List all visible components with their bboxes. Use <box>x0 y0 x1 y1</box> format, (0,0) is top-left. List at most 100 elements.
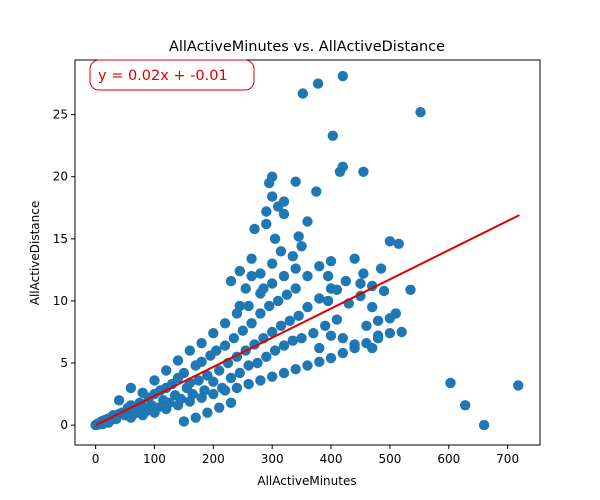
data-point <box>297 88 308 99</box>
data-point <box>290 364 301 375</box>
data-point <box>261 206 272 217</box>
data-point <box>234 300 245 312</box>
data-point <box>267 191 278 202</box>
data-point <box>225 372 237 384</box>
data-point <box>349 253 360 264</box>
data-point <box>322 270 334 282</box>
data-point <box>384 328 396 339</box>
data-point <box>415 107 426 118</box>
data-point <box>337 333 348 344</box>
data-point <box>361 320 372 331</box>
data-point <box>445 377 456 389</box>
data-point <box>255 268 266 279</box>
data-point <box>137 410 148 421</box>
data-point <box>287 335 298 346</box>
data-point <box>272 295 284 307</box>
data-point <box>125 382 137 394</box>
x-tick-label: 200 <box>202 452 225 466</box>
data-point <box>358 166 369 177</box>
plot-frame <box>74 59 541 446</box>
data-point <box>246 318 257 329</box>
y-tick-label: 0 <box>60 418 68 432</box>
data-point <box>312 78 324 89</box>
y-axis-ticks: 0 5 10 15 20 25 <box>53 108 75 432</box>
data-points <box>90 70 524 431</box>
data-point <box>193 375 204 386</box>
data-point <box>281 289 293 300</box>
data-point <box>325 256 337 267</box>
data-point <box>225 397 237 408</box>
data-point <box>325 352 337 364</box>
data-point <box>325 330 337 341</box>
data-point <box>214 365 225 376</box>
x-tick-label: 400 <box>320 452 343 466</box>
data-point <box>337 70 348 82</box>
data-point <box>327 130 338 141</box>
fit-line <box>95 214 520 427</box>
data-point <box>278 340 290 351</box>
data-point <box>249 223 260 235</box>
data-point <box>278 367 290 379</box>
data-point <box>246 270 257 282</box>
data-point <box>161 365 172 376</box>
data-point <box>384 236 396 247</box>
data-point <box>287 251 298 262</box>
data-point <box>196 356 207 367</box>
data-point <box>267 258 278 269</box>
data-point <box>113 395 125 406</box>
data-point <box>125 412 137 423</box>
data-point <box>243 378 254 390</box>
data-point <box>269 345 281 356</box>
data-point <box>308 328 319 339</box>
data-point <box>331 284 343 295</box>
x-tick-label: 600 <box>437 452 460 466</box>
x-axis-ticks: 0 100 200 300 400 500 600 700 <box>92 445 519 466</box>
data-point <box>178 367 190 379</box>
data-point <box>278 208 290 220</box>
data-point <box>460 400 471 411</box>
data-point <box>314 293 325 304</box>
data-point <box>228 333 240 344</box>
data-point <box>290 176 301 187</box>
data-point <box>172 355 184 366</box>
data-point <box>358 268 369 279</box>
data-point <box>246 253 257 264</box>
data-point <box>293 310 304 321</box>
data-point <box>172 400 184 411</box>
x-tick-label: 0 <box>92 452 100 466</box>
equation-annotation: y = 0.02x + -0.01 <box>89 59 255 91</box>
data-point <box>267 278 278 289</box>
data-point <box>311 186 322 197</box>
data-point <box>240 283 251 294</box>
data-point <box>278 270 290 282</box>
y-tick-label: 25 <box>53 108 68 122</box>
data-point <box>184 345 195 356</box>
data-point <box>178 416 190 427</box>
data-point <box>267 326 278 338</box>
data-point <box>137 387 148 398</box>
data-point <box>214 402 225 413</box>
data-point <box>367 342 378 354</box>
data-point <box>322 295 334 307</box>
x-axis-label: AllActiveMinutes <box>257 474 356 488</box>
data-point <box>320 320 331 331</box>
x-tick-label: 300 <box>261 452 284 466</box>
data-point <box>219 340 231 351</box>
data-point <box>261 218 272 230</box>
data-point <box>355 278 366 289</box>
data-point <box>234 367 245 379</box>
y-axis-label: AllActiveDistance <box>28 201 42 305</box>
data-point <box>208 328 219 339</box>
data-point <box>264 300 275 312</box>
annotation-text: y = 0.02x + -0.01 <box>98 68 228 84</box>
data-point <box>255 308 266 319</box>
data-point <box>337 347 348 359</box>
data-point <box>231 382 243 394</box>
data-point <box>202 407 213 418</box>
data-point <box>372 333 384 344</box>
y-tick-label: 10 <box>53 294 68 308</box>
data-point <box>149 375 160 386</box>
data-point <box>225 275 237 287</box>
data-point <box>478 419 490 431</box>
